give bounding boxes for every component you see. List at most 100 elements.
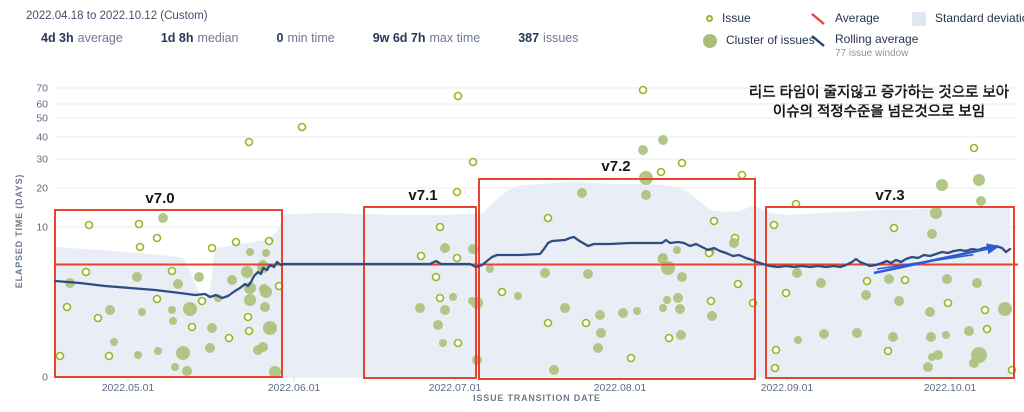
legend-rolling[interactable]: Rolling average 77 issue window — [810, 32, 918, 59]
cluster-of-issues-dot[interactable] — [183, 302, 197, 316]
issue-dot[interactable] — [152, 294, 162, 304]
issue-dot[interactable] — [152, 233, 162, 243]
cluster-of-issues-dot[interactable] — [440, 243, 450, 253]
cluster-of-issues-dot[interactable] — [663, 296, 671, 304]
cluster-of-issues-dot[interactable] — [852, 328, 862, 338]
scatter-points[interactable] — [55, 85, 1017, 379]
cluster-of-issues-dot[interactable] — [861, 290, 871, 300]
cluster-of-issues-dot[interactable] — [942, 274, 952, 284]
cluster-of-issues-dot[interactable] — [675, 304, 685, 314]
issue-dot[interactable] — [264, 236, 274, 246]
issue-dot[interactable] — [982, 324, 992, 334]
cluster-of-issues-dot[interactable] — [433, 320, 443, 330]
cluster-of-issues-dot[interactable] — [105, 305, 115, 315]
issue-dot[interactable] — [733, 279, 743, 289]
issue-dot[interactable] — [737, 170, 747, 180]
date-range[interactable]: 2022.04.18 to 2022.10.12 (Custom) — [26, 10, 208, 22]
issue-dot[interactable] — [883, 346, 893, 356]
cluster-of-issues-dot[interactable] — [661, 261, 675, 275]
cluster-of-issues-dot[interactable] — [132, 272, 142, 282]
issue-dot[interactable] — [84, 220, 94, 230]
cluster-of-issues-dot[interactable] — [560, 303, 570, 313]
cluster-of-issues-dot[interactable] — [819, 329, 829, 339]
cluster-of-issues-dot[interactable] — [998, 302, 1012, 316]
cluster-of-issues-dot[interactable] — [182, 366, 192, 376]
cluster-of-issues-dot[interactable] — [729, 238, 739, 248]
cluster-of-issues-dot[interactable] — [927, 229, 937, 239]
issue-dot[interactable] — [431, 272, 441, 282]
cluster-of-issues-dot[interactable] — [676, 330, 686, 340]
issue-dot[interactable] — [581, 318, 591, 328]
issue-dot[interactable] — [468, 157, 478, 167]
cluster-of-issues-dot[interactable] — [110, 338, 118, 346]
cluster-of-issues-dot[interactable] — [253, 345, 263, 355]
issue-dot[interactable] — [656, 167, 666, 177]
issue-dot[interactable] — [81, 267, 91, 277]
issue-dot[interactable] — [889, 223, 899, 233]
cluster-of-issues-dot[interactable] — [884, 274, 894, 284]
issue-dot[interactable] — [770, 363, 780, 373]
issue-dot[interactable] — [207, 243, 217, 253]
cluster-of-issues-dot[interactable] — [925, 307, 935, 317]
issue-dot[interactable] — [709, 216, 719, 226]
cluster-of-issues-dot[interactable] — [176, 346, 190, 360]
cluster-of-issues-dot[interactable] — [964, 326, 974, 336]
issue-dot[interactable] — [626, 353, 636, 363]
cluster-of-issues-dot[interactable] — [976, 196, 986, 206]
cluster-of-issues-dot[interactable] — [262, 249, 270, 257]
cluster-of-issues-dot[interactable] — [595, 310, 605, 320]
cluster-of-issues-dot[interactable] — [439, 339, 447, 347]
issue-dot[interactable] — [244, 137, 254, 147]
issue-dot[interactable] — [638, 85, 648, 95]
issue-dot[interactable] — [62, 302, 72, 312]
cluster-of-issues-dot[interactable] — [415, 303, 425, 313]
cluster-of-issues-dot[interactable] — [440, 305, 450, 315]
cluster-of-issues-dot[interactable] — [707, 311, 717, 321]
cluster-of-issues-dot[interactable] — [658, 135, 668, 145]
issue-dot[interactable] — [497, 287, 507, 297]
issue-dot[interactable] — [862, 276, 872, 286]
cluster-of-issues-dot[interactable] — [168, 306, 176, 314]
issue-dot[interactable] — [980, 305, 990, 315]
cluster-of-issues-dot[interactable] — [641, 190, 651, 200]
cluster-of-issues-dot[interactable] — [244, 294, 256, 306]
cluster-of-issues-dot[interactable] — [593, 343, 603, 353]
cluster-of-issues-dot[interactable] — [158, 213, 168, 223]
cluster-of-issues-dot[interactable] — [583, 269, 593, 279]
issue-dot[interactable] — [452, 187, 462, 197]
issue-dot[interactable] — [416, 251, 426, 261]
cluster-of-issues-dot[interactable] — [673, 293, 683, 303]
cluster-of-issues-dot[interactable] — [638, 145, 648, 155]
issue-dot[interactable] — [297, 122, 307, 132]
issue-dot[interactable] — [135, 242, 145, 252]
issue-dot[interactable] — [452, 253, 462, 263]
cluster-of-issues-dot[interactable] — [154, 347, 162, 355]
cluster-of-issues-dot[interactable] — [926, 332, 936, 342]
cluster-of-issues-dot[interactable] — [486, 265, 494, 273]
cluster-of-issues-dot[interactable] — [449, 293, 457, 301]
cluster-of-issues-dot[interactable] — [549, 365, 559, 375]
cluster-of-issues-dot[interactable] — [794, 336, 802, 344]
legend-issue[interactable]: Issue — [706, 11, 751, 25]
cluster-of-issues-dot[interactable] — [269, 366, 281, 378]
issue-dot[interactable] — [943, 298, 953, 308]
cluster-of-issues-dot[interactable] — [514, 292, 522, 300]
cluster-of-issues-dot[interactable] — [263, 321, 277, 335]
cluster-of-issues-dot[interactable] — [207, 323, 217, 333]
issue-dot[interactable] — [453, 91, 463, 101]
cluster-of-issues-dot[interactable] — [205, 343, 215, 353]
issue-dot[interactable] — [769, 220, 779, 230]
issue-dot[interactable] — [187, 322, 197, 332]
cluster-of-issues-dot[interactable] — [973, 174, 985, 186]
cluster-of-issues-dot[interactable] — [969, 358, 979, 368]
issue-dot[interactable] — [435, 222, 445, 232]
cluster-of-issues-dot[interactable] — [936, 179, 948, 191]
issue-dot[interactable] — [969, 143, 979, 153]
issue-dot[interactable] — [104, 351, 114, 361]
issue-dot[interactable] — [224, 333, 234, 343]
issue-dot[interactable] — [231, 237, 241, 247]
cluster-of-issues-dot[interactable] — [134, 351, 142, 359]
cluster-of-issues-dot[interactable] — [677, 272, 687, 282]
legend-average[interactable]: Average — [810, 11, 879, 27]
